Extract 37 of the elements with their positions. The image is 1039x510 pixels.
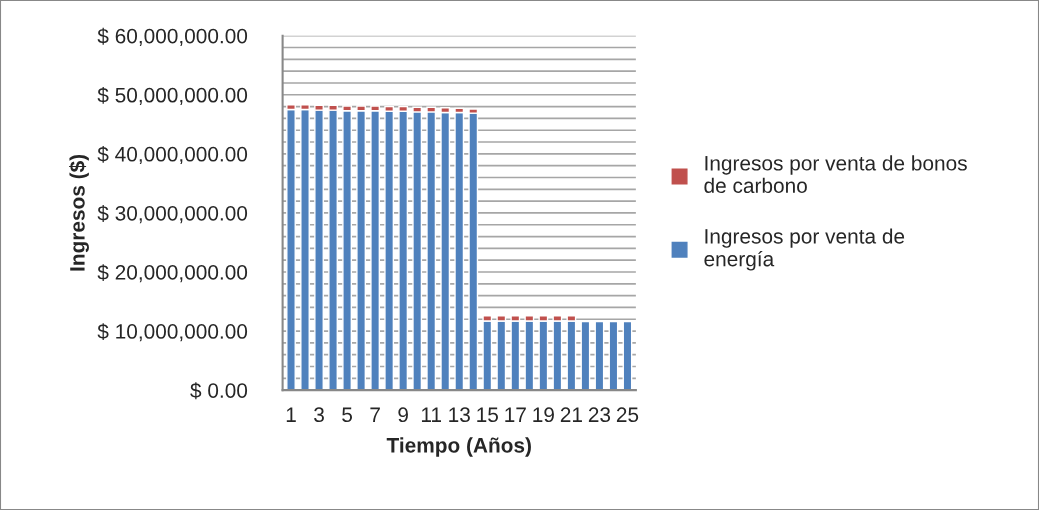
- bar: [594, 320, 605, 391]
- y-tick-label: $ 60,000,000.00: [97, 27, 248, 46]
- y-tick-label: $ 30,000,000.00: [97, 205, 248, 224]
- x-tick-label: 7: [370, 407, 380, 422]
- bar: [286, 108, 296, 391]
- x-tick-label: 13: [449, 407, 470, 423]
- bar: [468, 112, 479, 391]
- bar: [608, 320, 619, 391]
- y-tick-label: $ 20,000,000.00: [97, 264, 248, 283]
- legend-label: Ingresos por venta de energía: [704, 228, 905, 271]
- legend-label: Ingresos por venta de bonos de carbono: [704, 155, 967, 194]
- bar: [384, 110, 395, 391]
- y-tick-label: $ 40,000,000.00: [97, 145, 248, 165]
- y-axis-title: Ingresos ($): [69, 154, 89, 271]
- bar: [580, 320, 591, 391]
- x-tick-label: 21: [560, 407, 582, 422]
- bar: [300, 108, 310, 391]
- y-tick-label: $ 10,000,000.00: [97, 323, 248, 342]
- x-tick-label: 3: [314, 407, 324, 423]
- x-tick-label: 25: [616, 407, 639, 423]
- x-tick-label: 17: [505, 407, 526, 422]
- x-tick-label: 5: [342, 407, 353, 423]
- y-tick-label: $ 0.00: [190, 382, 248, 400]
- bar: [398, 110, 409, 391]
- x-tick-label: 15: [477, 407, 498, 423]
- bar: [328, 109, 338, 391]
- bar: [622, 320, 633, 391]
- y-tick-label: $ 50,000,000.00: [97, 86, 248, 105]
- bar: [454, 111, 465, 391]
- bar: [440, 111, 451, 391]
- x-tick-label: 9: [398, 407, 408, 423]
- x-tick-label: 19: [533, 407, 554, 423]
- x-axis-title: Tiempo (Años): [386, 437, 531, 457]
- x-tick-label: 1: [286, 407, 296, 422]
- bar: [314, 109, 324, 391]
- x-tick-label: 23: [588, 407, 611, 423]
- x-tick-label: 11: [421, 407, 441, 422]
